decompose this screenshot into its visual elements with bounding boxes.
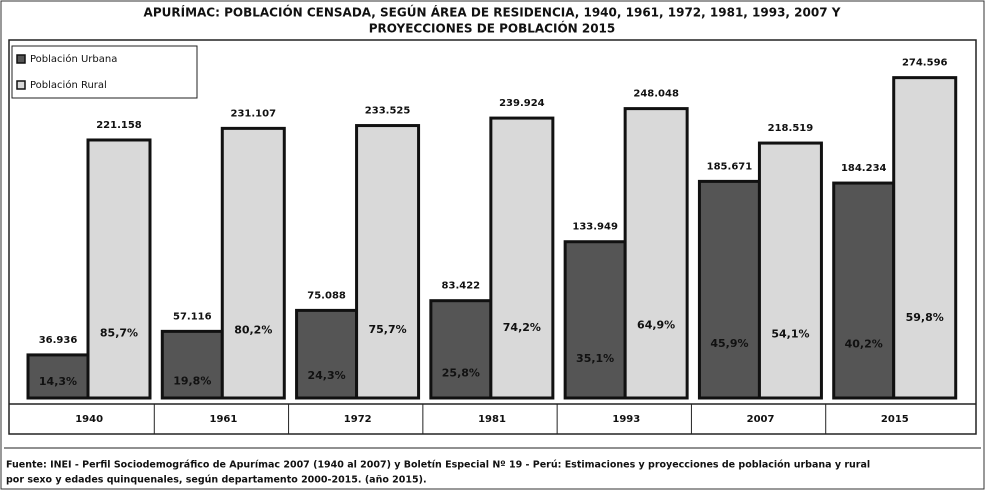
percent-label: 25,8% — [442, 367, 480, 380]
x-tick-label: 1993 — [612, 414, 640, 425]
value-label: 57.116 — [173, 311, 212, 322]
percent-label: 74,2% — [503, 321, 541, 334]
bar — [697, 179, 761, 400]
percent-label: 14,3% — [39, 375, 77, 388]
bar — [563, 240, 627, 400]
value-label: 218.519 — [768, 123, 814, 134]
value-label: 221.158 — [96, 120, 142, 131]
value-label: 133.949 — [572, 222, 618, 233]
percent-label: 45,9% — [710, 337, 748, 350]
value-label: 231.107 — [231, 108, 277, 119]
legend-swatch — [16, 54, 26, 64]
source-note: Fuente: INEI - Perfil Sociodemográfico d… — [6, 460, 870, 471]
bar — [757, 141, 823, 400]
percent-label: 64,9% — [637, 319, 675, 332]
value-label: 75.088 — [307, 290, 346, 301]
bar — [295, 308, 359, 400]
legend-swatch — [16, 80, 26, 90]
percent-label: 40,2% — [845, 337, 883, 350]
bar — [832, 181, 896, 400]
bar — [623, 107, 689, 400]
percent-label: 80,2% — [234, 324, 272, 337]
percent-label: 54,1% — [771, 327, 809, 340]
legend-label: Población Urbana — [30, 53, 117, 65]
percent-label: 59,8% — [906, 311, 944, 324]
bar — [429, 299, 493, 400]
value-label: 248.048 — [633, 89, 679, 100]
value-label: 233.525 — [365, 106, 411, 117]
legend-box — [11, 45, 198, 99]
bar — [160, 329, 224, 400]
value-label: 36.936 — [39, 335, 78, 346]
value-label: 239.924 — [499, 98, 545, 109]
percent-label: 35,1% — [576, 352, 614, 365]
bar — [892, 76, 958, 400]
value-label: 83.422 — [442, 281, 481, 292]
value-label: 274.596 — [902, 58, 948, 69]
percent-label: 19,8% — [173, 374, 211, 387]
bar — [26, 353, 90, 400]
value-label: 185.671 — [707, 161, 753, 172]
percent-label: 24,3% — [307, 369, 345, 382]
source-note: por sexo y edades quinquenales, según de… — [6, 475, 427, 486]
bar — [489, 116, 555, 400]
x-tick-label: 2007 — [747, 414, 775, 425]
chart-title: APURÍMAC: POBLACIÓN CENSADA, SEGÚN ÁREA … — [144, 5, 841, 20]
percent-label: 85,7% — [100, 326, 138, 339]
chart-title: PROYECCIONES DE POBLACIÓN 2015 — [369, 21, 616, 36]
legend-label: Población Rural — [30, 79, 107, 91]
plot-frame — [8, 39, 977, 435]
bar — [220, 126, 286, 400]
value-label: 184.234 — [841, 163, 887, 174]
bar — [86, 138, 152, 400]
x-tick-label: 1981 — [478, 414, 506, 425]
x-tick-label: 2015 — [881, 414, 909, 425]
bar — [355, 124, 421, 400]
x-tick-label: 1940 — [75, 414, 103, 425]
x-tick-label: 1961 — [210, 414, 238, 425]
x-tick-label: 1972 — [344, 414, 372, 425]
percent-label: 75,7% — [368, 323, 406, 336]
